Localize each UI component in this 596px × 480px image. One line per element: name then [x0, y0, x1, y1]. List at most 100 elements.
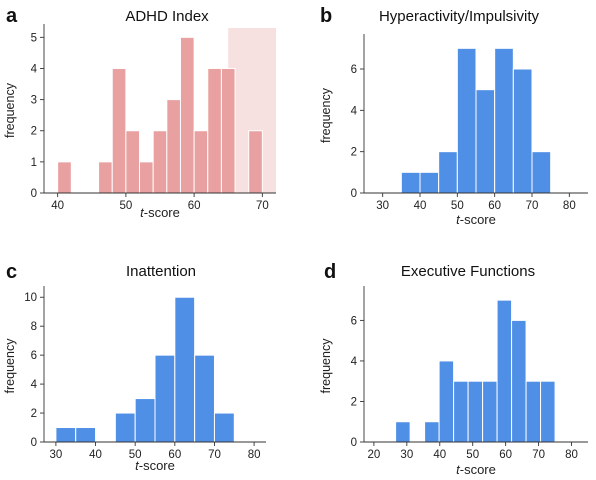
x-axis-label: t-score	[140, 205, 180, 220]
x-tick-label: 40	[89, 449, 102, 461]
histogram-bar	[438, 360, 455, 443]
histogram-bar	[525, 380, 542, 443]
histogram-bar	[511, 319, 527, 443]
y-tick-label: 4	[351, 105, 358, 117]
histogram-bar	[193, 130, 209, 194]
panel-b: b Hyperactivity/Impulsivity 0 2 4 6 30 40 50 60 70…	[319, 5, 588, 227]
x-axis-label: t-score	[135, 458, 175, 473]
histogram-bar	[166, 99, 181, 194]
histogram-bar	[438, 151, 458, 194]
panel-c: c Inattention 0 2 4 6 8 10 30 40 50 60 70 80 frequency…	[3, 261, 266, 473]
histogram-bar	[496, 299, 513, 443]
x-axis-label-rest: -score	[144, 205, 180, 220]
histogram-bar	[55, 427, 77, 443]
x-tick-label: 80	[563, 200, 576, 212]
x-tick-label: 40	[414, 200, 427, 212]
x-axis-label-rest: -score	[460, 212, 496, 227]
x-axis-label-italic: t	[456, 462, 461, 477]
histogram-bar	[134, 398, 156, 443]
y-tick-label: 2	[31, 126, 37, 138]
x-tick-label: 60	[168, 449, 181, 461]
y-tick-label: 0	[31, 437, 37, 449]
y-tick-label: 0	[31, 188, 37, 200]
x-tick-label: 50	[451, 200, 464, 212]
y-tick-label: 6	[351, 64, 357, 76]
histogram-bar	[213, 412, 235, 443]
y-tick-label: 2	[351, 396, 357, 408]
y-axis-label: frequency	[3, 82, 17, 138]
x-tick-label: 40	[51, 200, 64, 212]
histogram-bar	[540, 380, 556, 443]
y-tick-label: 6	[31, 350, 37, 362]
histogram-bar	[154, 354, 176, 443]
histogram-bar	[453, 380, 469, 443]
x-tick-label: 60	[488, 200, 501, 212]
histogram-bar	[207, 67, 222, 194]
y-axis-label: frequency	[3, 338, 17, 394]
y-tick-label: 8	[31, 321, 37, 333]
histogram-bar	[400, 171, 421, 194]
x-tick-label: 80	[565, 449, 578, 461]
histogram-bar	[174, 296, 196, 443]
histogram-bar	[139, 161, 154, 194]
histogram-bar	[512, 68, 533, 194]
histogram-bar	[482, 380, 498, 443]
x-axis-label-italic: t	[140, 205, 145, 220]
x-tick-label: 20	[367, 449, 380, 461]
histogram-bar	[125, 130, 141, 194]
y-tick-label: 4	[31, 379, 38, 391]
x-tick-label: 50	[466, 449, 479, 461]
y-tick-label: 4	[351, 356, 358, 368]
y-tick-label: 0	[351, 188, 357, 200]
x-tick-label: 70	[208, 449, 221, 461]
x-tick-label: 30	[49, 449, 62, 461]
x-tick-label: 50	[119, 200, 132, 212]
y-tick-label: 5	[31, 32, 37, 44]
histogram-bar	[248, 130, 263, 194]
histogram-bar	[395, 421, 411, 443]
x-axis-label: t-score	[456, 462, 496, 477]
histogram-bar	[179, 36, 195, 194]
y-tick-label: 0	[351, 437, 357, 449]
histogram-bar	[220, 67, 236, 194]
y-tick-label: 4	[31, 63, 38, 75]
x-tick-label: 60	[188, 200, 201, 212]
y-axis-label: frequency	[319, 87, 333, 143]
x-axis-label: t-score	[456, 212, 496, 227]
histogram-bar	[424, 421, 440, 443]
x-tick-label: 50	[129, 449, 142, 461]
histogram-bar	[419, 171, 440, 194]
histogram-bar	[194, 354, 215, 443]
y-tick-label: 2	[31, 408, 37, 420]
histogram-bar	[98, 161, 113, 194]
histogram-bar	[531, 151, 552, 194]
x-tick-label: 70	[256, 200, 269, 212]
x-tick-label: 80	[248, 449, 261, 461]
y-tick-label: 3	[31, 95, 37, 107]
histogram-bar	[494, 47, 514, 194]
x-tick-label: 40	[433, 449, 446, 461]
histogram-bar	[57, 161, 72, 194]
chart-title: ADHD Index	[125, 8, 209, 25]
histogram-bar	[475, 89, 496, 194]
histogram-bar	[75, 427, 97, 443]
histogram-bar	[456, 47, 477, 194]
x-tick-label: 60	[499, 449, 512, 461]
x-tick-label: 30	[400, 449, 413, 461]
y-tick-label: 6	[351, 315, 357, 327]
x-axis-label-italic: t	[456, 212, 461, 227]
x-tick-label: 70	[526, 200, 539, 212]
histogram-bar	[114, 412, 136, 443]
y-tick-label: 10	[24, 292, 37, 304]
histogram-bar	[152, 130, 168, 194]
y-axis-label: frequency	[319, 338, 333, 394]
x-axis-label-rest: -score	[460, 462, 496, 477]
histogram-bar	[111, 67, 127, 194]
x-axis-label-italic: t	[135, 458, 140, 473]
x-axis-label-rest: -score	[139, 458, 175, 473]
panel-d: d Executive Functions 0 2 4 6 20 30 40 50 60 70 80 fr…	[319, 261, 588, 477]
histogram-bar	[467, 380, 484, 443]
panel-a: a ADHD Index 0 1 2 3 4 5 40 50 60 70 frequency t-scor…	[3, 5, 276, 220]
panel-letter: a	[6, 5, 18, 27]
